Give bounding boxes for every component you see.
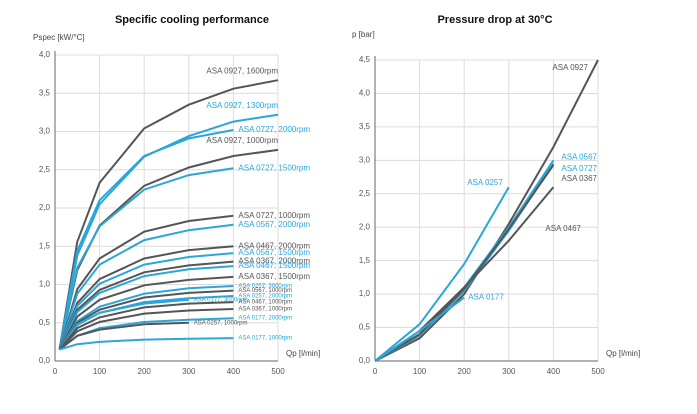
data-line xyxy=(58,308,234,351)
chart-title: Pressure drop at 30°C xyxy=(437,14,552,26)
series-label: ASA 0567, 2000rpm xyxy=(238,220,310,229)
series-label: ASA 0467 xyxy=(545,224,581,233)
series-label: ASA 0367, 2000rpm xyxy=(238,257,310,266)
series-label: ASA 0467, 2000rpm xyxy=(238,241,310,250)
series-label: ASA 0567, 1000rpm xyxy=(238,288,292,294)
y-tick-label: 0,0 xyxy=(359,356,371,365)
y-tick-label: 2,0 xyxy=(39,203,51,212)
data-line xyxy=(58,129,234,350)
x-tick-label: 100 xyxy=(93,367,107,376)
y-tick-label: 2,0 xyxy=(359,222,371,231)
series-label: ASA 0177 xyxy=(468,293,504,302)
data-line xyxy=(58,214,234,350)
data-line xyxy=(374,164,555,362)
y-tick-label: 1,5 xyxy=(39,241,51,250)
y-tick-label: 4,0 xyxy=(359,89,371,98)
y-tick-label: 2,5 xyxy=(39,165,51,174)
x-tick-label: 400 xyxy=(547,367,561,376)
y-tick-label: 0,5 xyxy=(359,323,371,332)
series-label: ASA 0727, 2000rpm xyxy=(238,125,310,134)
series-label: ASA 0367 xyxy=(561,174,597,183)
y-tick-label: 3,0 xyxy=(39,127,51,136)
data-line xyxy=(374,186,510,362)
x-tick-label: 300 xyxy=(182,367,196,376)
series-label: ASA 0467, 1000rpm xyxy=(238,300,292,306)
series-label: ASA 0727 xyxy=(561,164,597,173)
y-tick-label: 3,5 xyxy=(39,88,51,97)
x-tick-label: 500 xyxy=(591,367,605,376)
x-tick-label: 500 xyxy=(271,367,285,376)
x-tick-label: 0 xyxy=(373,367,378,376)
series-label: ASA 0567, 1500rpm xyxy=(238,248,310,257)
data-line xyxy=(59,337,234,351)
y-tick-label: 0,5 xyxy=(39,318,51,327)
series-label: ASA 0727, 1000rpm xyxy=(238,211,310,220)
data-line xyxy=(374,296,465,362)
series-label: ASA 0927, 1000rpm xyxy=(206,136,278,145)
x-axis-label: Qp [l/min] xyxy=(286,349,320,358)
series-label: ASA 0257, 2000rpm xyxy=(238,294,292,300)
y-tick-label: 4,0 xyxy=(39,50,51,59)
data-line xyxy=(58,321,189,351)
series-label: ASA 0927 xyxy=(552,63,588,72)
y-tick-label: 1,5 xyxy=(359,256,371,265)
y-tick-label: 3,5 xyxy=(359,122,371,131)
data-line xyxy=(58,223,234,350)
series-label: ASA 0467, 1500rpm xyxy=(238,261,310,270)
x-axis-label: Qp [l/min] xyxy=(606,349,640,358)
series-label: ASA 0727, 1500rpm xyxy=(238,163,310,172)
series-label: ASA 0927, 1600rpm xyxy=(206,66,278,75)
series-label: ASA 0177, 2000rpm xyxy=(238,316,292,322)
y-tick-label: 4,5 xyxy=(359,55,371,64)
series-label: ASA 0257, 3000rpm xyxy=(238,284,292,290)
y-tick-label: 2,5 xyxy=(359,189,371,198)
data-line xyxy=(58,275,234,350)
x-tick-label: 300 xyxy=(502,367,516,376)
x-tick-label: 0 xyxy=(53,367,58,376)
y-tick-label: 3,0 xyxy=(359,155,371,164)
y-tick-label: 1,0 xyxy=(39,280,51,289)
series-label: ASA 0177, 1000rpm xyxy=(238,336,292,342)
series-label: ASA 0927, 1300rpm xyxy=(206,101,278,110)
x-tick-label: 400 xyxy=(227,367,241,376)
series-label: ASA 0367, 1000rpm xyxy=(238,307,292,313)
chart-title: Specific cooling performance xyxy=(115,14,269,26)
data-line xyxy=(58,252,234,350)
series-label: ASA 0367, 1500rpm xyxy=(238,272,310,281)
data-line xyxy=(58,265,234,350)
series-label: ASA 0177, 3000rpm xyxy=(194,297,248,303)
y-tick-label: 1,0 xyxy=(359,289,371,298)
series-label: ASA 0567 xyxy=(561,152,597,161)
x-tick-label: 100 xyxy=(413,367,427,376)
x-tick-label: 200 xyxy=(138,367,152,376)
series-label: ASA 0257, 1000rpm xyxy=(194,320,248,326)
data-line xyxy=(374,59,599,362)
x-tick-label: 200 xyxy=(458,367,472,376)
data-line xyxy=(58,167,234,350)
data-line xyxy=(58,298,189,351)
data-line xyxy=(58,79,279,350)
series-label: ASA 0257 xyxy=(467,178,503,187)
y-tick-label: 0,0 xyxy=(39,356,51,365)
y-axis-label: Pspec [kW/°C] xyxy=(33,33,85,42)
y-axis-label: p [bar] xyxy=(352,30,375,39)
data-line xyxy=(58,301,234,351)
